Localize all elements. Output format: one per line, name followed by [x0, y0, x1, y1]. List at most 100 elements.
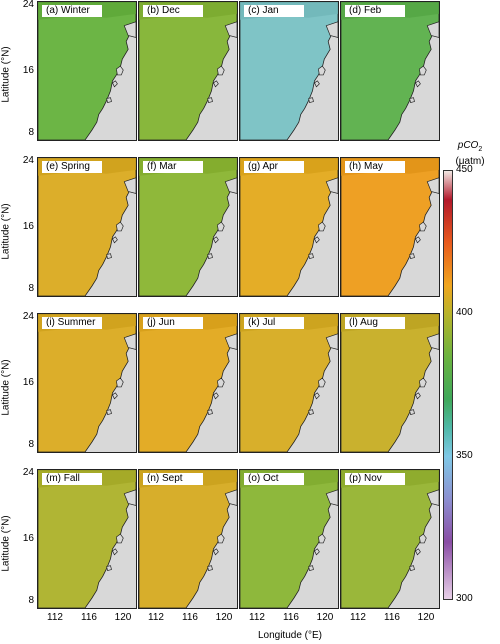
map-plot: [139, 158, 237, 296]
map-panel: (h) May: [340, 157, 440, 297]
map-plot: [38, 158, 136, 296]
map-panel: (j) Jun: [138, 313, 238, 453]
y-tick-label: 16: [22, 65, 34, 76]
islands: [207, 377, 225, 415]
map-panel: (a) Winter: [37, 1, 137, 141]
x-tick-label: 120: [114, 612, 132, 623]
y-tick-label: 24: [22, 0, 34, 10]
panel-label: (f) Mar: [143, 161, 203, 173]
islands: [106, 533, 124, 571]
map-panel: (o) Oct: [239, 469, 339, 609]
panel-label: (b) Dec: [143, 5, 203, 17]
panel-label: (a) Winter: [42, 5, 102, 17]
map-panel: (g) Apr: [239, 157, 339, 297]
islands: [308, 65, 326, 103]
y-tick-label: 16: [22, 377, 34, 388]
colorbar-unit: (μatm): [455, 156, 485, 167]
islands: [409, 377, 427, 415]
y-axis-label-row2: Latitude (°N): [0, 203, 12, 260]
map-plot: [240, 314, 338, 452]
islands: [106, 377, 124, 415]
islands: [308, 377, 326, 415]
map-plot: [139, 470, 237, 608]
map-plot: [341, 158, 439, 296]
y-tick-label: 8: [28, 283, 34, 294]
y-tick-label: 8: [28, 127, 34, 138]
panel-label: (m) Fall: [42, 473, 102, 485]
islands: [308, 221, 326, 259]
map-panel: (b) Dec: [138, 1, 238, 141]
map-panel: (m) Fall: [37, 469, 137, 609]
land-notch: [426, 489, 439, 506]
x-tick-label: 116: [283, 612, 299, 623]
islands: [207, 533, 225, 571]
islands: [207, 221, 225, 259]
y-tick-label: 24: [22, 311, 34, 322]
map-panel: (c) Jan: [239, 1, 339, 141]
islands: [308, 533, 326, 571]
islands: [409, 65, 427, 103]
land-notch: [123, 333, 136, 350]
x-tick-label: 116: [384, 612, 400, 623]
x-tick-label: 120: [316, 612, 334, 623]
y-tick-label: 24: [22, 155, 34, 166]
land-notch: [224, 177, 237, 194]
map-plot: [240, 158, 338, 296]
land-notch: [123, 21, 136, 38]
panel-label: (o) Oct: [244, 473, 304, 485]
map-plot: [38, 2, 136, 140]
land-notch: [123, 177, 136, 194]
map-plot: [139, 314, 237, 452]
map-panel: (l) Aug: [340, 313, 440, 453]
x-tick-label: 112: [249, 612, 265, 623]
map-plot: [341, 2, 439, 140]
panel-label: (l) Aug: [345, 317, 405, 329]
map-plot: [240, 470, 338, 608]
map-plot: [341, 470, 439, 608]
map-panel: (k) Jul: [239, 313, 339, 453]
colorbar-title-sub: 2: [478, 146, 483, 153]
colorbar-tick: 350: [456, 450, 473, 461]
islands: [106, 65, 124, 103]
x-tick-label: 120: [215, 612, 233, 623]
x-axis-label: Longitude (°E): [257, 630, 323, 641]
map-plot: [38, 314, 136, 452]
x-tick-label: 112: [47, 612, 63, 623]
x-tick-label: 116: [81, 612, 97, 623]
y-tick-label: 24: [22, 467, 34, 478]
land-notch: [426, 333, 439, 350]
land-notch: [325, 21, 338, 38]
panel-label: (i) Summer: [42, 317, 102, 329]
y-tick-label: 8: [28, 439, 34, 450]
map-panel: (e) Spring: [37, 157, 137, 297]
panel-label: (n) Sept: [143, 473, 203, 485]
colorbar-title-var: pCO: [457, 140, 479, 151]
colorbar-title: pCO2 (μatm): [440, 140, 500, 168]
y-axis-label-row1: Latitude (°N): [0, 46, 12, 103]
panel-label: (p) Nov: [345, 473, 405, 485]
colorbar-tick: 300: [456, 593, 473, 604]
land-notch: [123, 489, 136, 506]
map-panel: (f) Mar: [138, 157, 238, 297]
map-panel: (p) Nov: [340, 469, 440, 609]
x-tick-label: 120: [417, 612, 435, 623]
islands: [409, 221, 427, 259]
colorbar: [443, 170, 453, 600]
panel-label: (k) Jul: [244, 317, 304, 329]
y-tick-label: 16: [22, 221, 34, 232]
land-notch: [426, 177, 439, 194]
map-panel: (d) Feb: [340, 1, 440, 141]
map-panel: (i) Summer: [37, 313, 137, 453]
panel-label: (j) Jun: [143, 317, 203, 329]
map-plot: [38, 470, 136, 608]
x-tick-label: 116: [182, 612, 198, 623]
colorbar-tick: 400: [456, 307, 473, 318]
panel-label: (e) Spring: [42, 161, 102, 173]
colorbar-tick: 450: [456, 164, 473, 175]
land-notch: [224, 333, 237, 350]
islands: [106, 221, 124, 259]
islands: [207, 65, 225, 103]
y-axis-label-row4: Latitude (°N): [0, 515, 12, 572]
y-tick-label: 16: [22, 533, 34, 544]
